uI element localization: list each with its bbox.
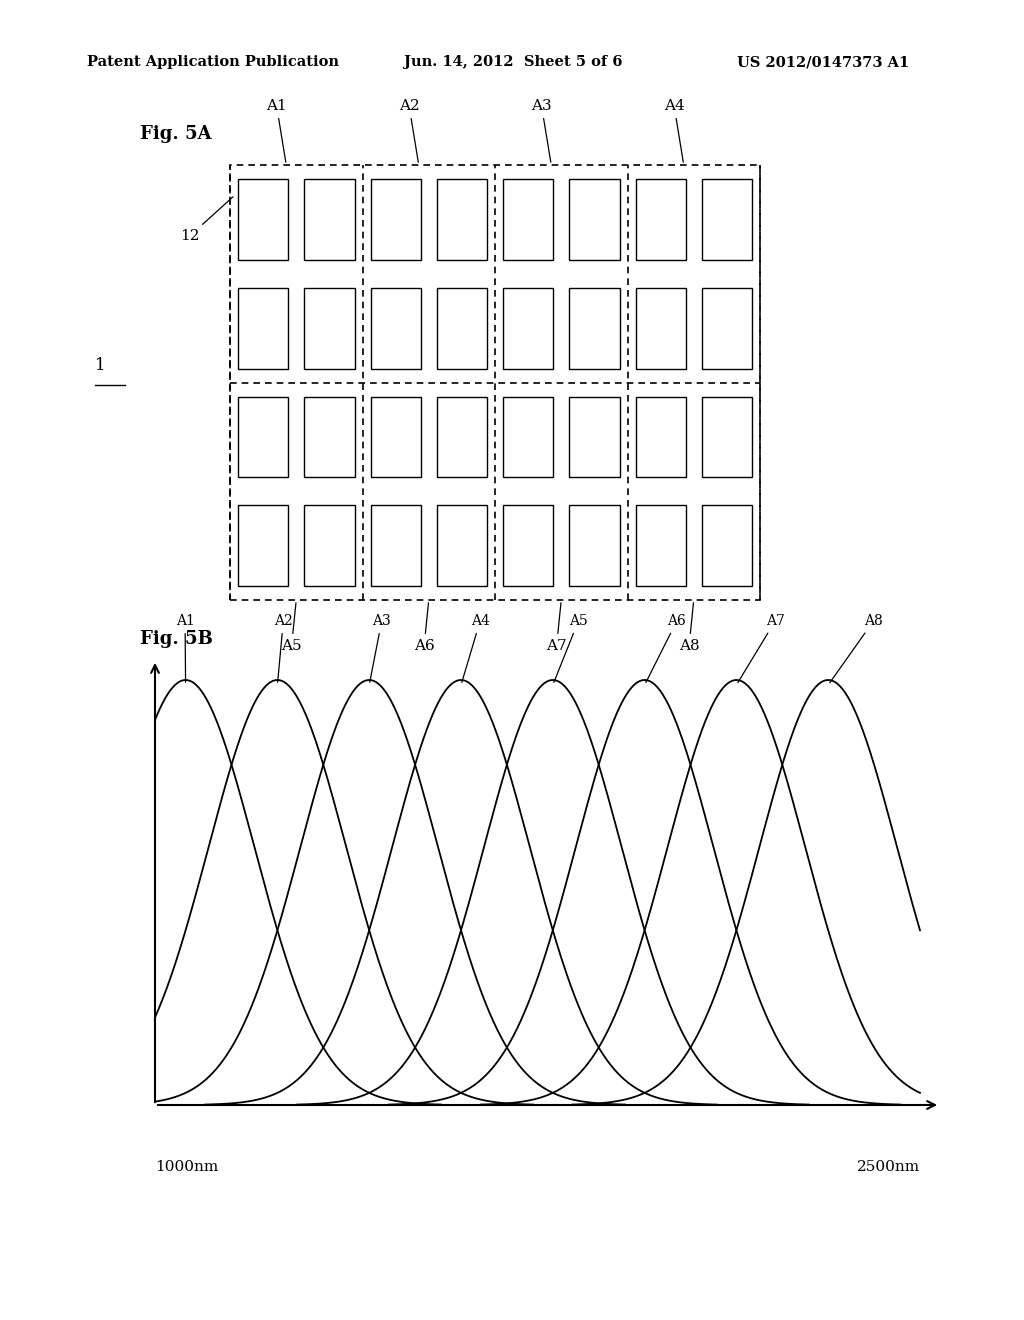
Bar	[238, 288, 288, 368]
Text: A4: A4	[664, 99, 684, 162]
Bar	[437, 180, 487, 260]
Bar	[304, 506, 354, 586]
Bar	[238, 506, 288, 586]
Bar	[304, 396, 354, 478]
Bar	[569, 506, 620, 586]
Text: A7: A7	[546, 603, 567, 653]
Bar	[503, 396, 553, 478]
Bar	[569, 180, 620, 260]
Text: Patent Application Publication: Patent Application Publication	[87, 55, 339, 70]
Text: A5: A5	[554, 614, 588, 682]
Text: Fig. 5B: Fig. 5B	[140, 630, 213, 648]
Bar	[503, 506, 553, 586]
Bar	[230, 165, 760, 601]
Text: Jun. 14, 2012  Sheet 5 of 6: Jun. 14, 2012 Sheet 5 of 6	[404, 55, 623, 70]
Bar	[371, 396, 421, 478]
Text: 1000nm: 1000nm	[155, 1160, 218, 1173]
Bar	[503, 180, 553, 260]
Text: A1: A1	[175, 614, 195, 682]
Bar	[636, 180, 686, 260]
Text: 2500nm: 2500nm	[857, 1160, 920, 1173]
Bar	[371, 180, 421, 260]
Text: A2: A2	[398, 99, 420, 162]
Bar	[437, 288, 487, 368]
Text: A2: A2	[274, 614, 293, 682]
Text: US 2012/0147373 A1: US 2012/0147373 A1	[737, 55, 909, 70]
Text: 12: 12	[180, 197, 232, 243]
Text: A7: A7	[738, 614, 784, 682]
Text: A6: A6	[646, 614, 686, 682]
Text: A8: A8	[679, 603, 699, 653]
Text: Fig. 5A: Fig. 5A	[140, 125, 212, 143]
Bar	[238, 396, 288, 478]
Bar	[636, 396, 686, 478]
Bar	[304, 180, 354, 260]
Text: A3: A3	[531, 99, 552, 162]
Bar	[371, 288, 421, 368]
Bar	[503, 288, 553, 368]
Text: A1: A1	[266, 99, 287, 162]
Bar	[636, 288, 686, 368]
Bar	[437, 506, 487, 586]
Bar	[304, 288, 354, 368]
Bar	[636, 506, 686, 586]
Text: A6: A6	[414, 603, 434, 653]
Text: 1: 1	[95, 356, 105, 374]
Bar	[701, 506, 752, 586]
Bar	[701, 288, 752, 368]
Bar	[701, 180, 752, 260]
Bar	[371, 506, 421, 586]
Bar	[437, 396, 487, 478]
Bar	[701, 396, 752, 478]
Text: A5: A5	[282, 603, 302, 653]
Bar	[569, 288, 620, 368]
Bar	[238, 180, 288, 260]
Text: A8: A8	[829, 614, 883, 682]
Bar	[569, 396, 620, 478]
Text: A3: A3	[370, 614, 391, 682]
Text: A4: A4	[462, 614, 489, 682]
